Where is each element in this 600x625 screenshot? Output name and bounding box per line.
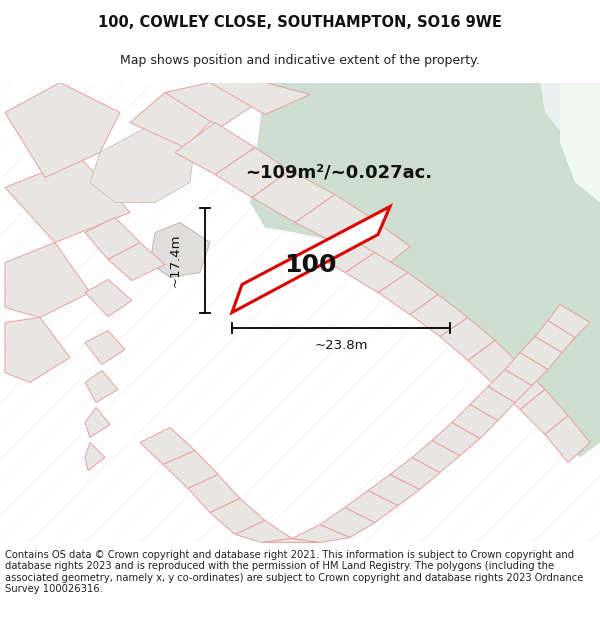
Polygon shape (505, 352, 548, 386)
Polygon shape (520, 389, 568, 434)
Polygon shape (252, 171, 335, 222)
Polygon shape (232, 206, 390, 312)
Polygon shape (150, 222, 210, 278)
Polygon shape (494, 364, 545, 409)
Polygon shape (292, 524, 350, 542)
Polygon shape (432, 422, 480, 456)
Polygon shape (452, 404, 498, 439)
Polygon shape (163, 451, 218, 489)
Polygon shape (470, 386, 515, 421)
Polygon shape (368, 474, 420, 506)
Polygon shape (165, 82, 265, 127)
Polygon shape (320, 508, 375, 538)
Polygon shape (5, 82, 120, 178)
Polygon shape (140, 428, 195, 464)
Text: ~23.8m: ~23.8m (314, 339, 368, 352)
Polygon shape (340, 221, 410, 271)
Polygon shape (535, 321, 575, 352)
Polygon shape (520, 336, 562, 369)
Polygon shape (262, 539, 320, 542)
Polygon shape (210, 82, 310, 114)
Polygon shape (90, 122, 195, 202)
Polygon shape (440, 318, 495, 361)
Polygon shape (468, 341, 520, 384)
Polygon shape (345, 491, 398, 522)
Text: 100: 100 (284, 253, 336, 276)
Polygon shape (85, 217, 140, 259)
Polygon shape (130, 92, 220, 148)
Polygon shape (378, 272, 438, 314)
Polygon shape (412, 441, 460, 472)
Text: Contains OS data © Crown copyright and database right 2021. This information is : Contains OS data © Crown copyright and d… (5, 549, 583, 594)
Polygon shape (85, 371, 118, 402)
Polygon shape (85, 442, 105, 471)
Polygon shape (175, 122, 255, 174)
Polygon shape (560, 82, 600, 202)
Polygon shape (210, 499, 265, 534)
Polygon shape (390, 458, 440, 489)
Text: ~109m²/~0.027ac.: ~109m²/~0.027ac. (245, 164, 432, 181)
Polygon shape (85, 408, 110, 437)
Polygon shape (5, 318, 70, 382)
Polygon shape (488, 369, 532, 402)
Polygon shape (215, 148, 290, 198)
Polygon shape (188, 474, 240, 512)
Text: 100, COWLEY CLOSE, SOUTHAMPTON, SO16 9WE: 100, COWLEY CLOSE, SOUTHAMPTON, SO16 9WE (98, 15, 502, 30)
Polygon shape (108, 242, 165, 281)
Text: Map shows position and indicative extent of the property.: Map shows position and indicative extent… (120, 54, 480, 67)
Polygon shape (345, 253, 408, 292)
Polygon shape (295, 194, 375, 246)
Polygon shape (410, 294, 468, 336)
Polygon shape (310, 232, 375, 272)
Polygon shape (5, 242, 90, 318)
Polygon shape (85, 331, 125, 364)
Polygon shape (5, 158, 130, 242)
Polygon shape (235, 521, 292, 542)
Polygon shape (250, 82, 600, 458)
Polygon shape (85, 279, 132, 316)
Polygon shape (540, 82, 600, 162)
Polygon shape (548, 304, 590, 338)
Polygon shape (545, 416, 590, 462)
Text: ~17.4m: ~17.4m (169, 233, 182, 287)
